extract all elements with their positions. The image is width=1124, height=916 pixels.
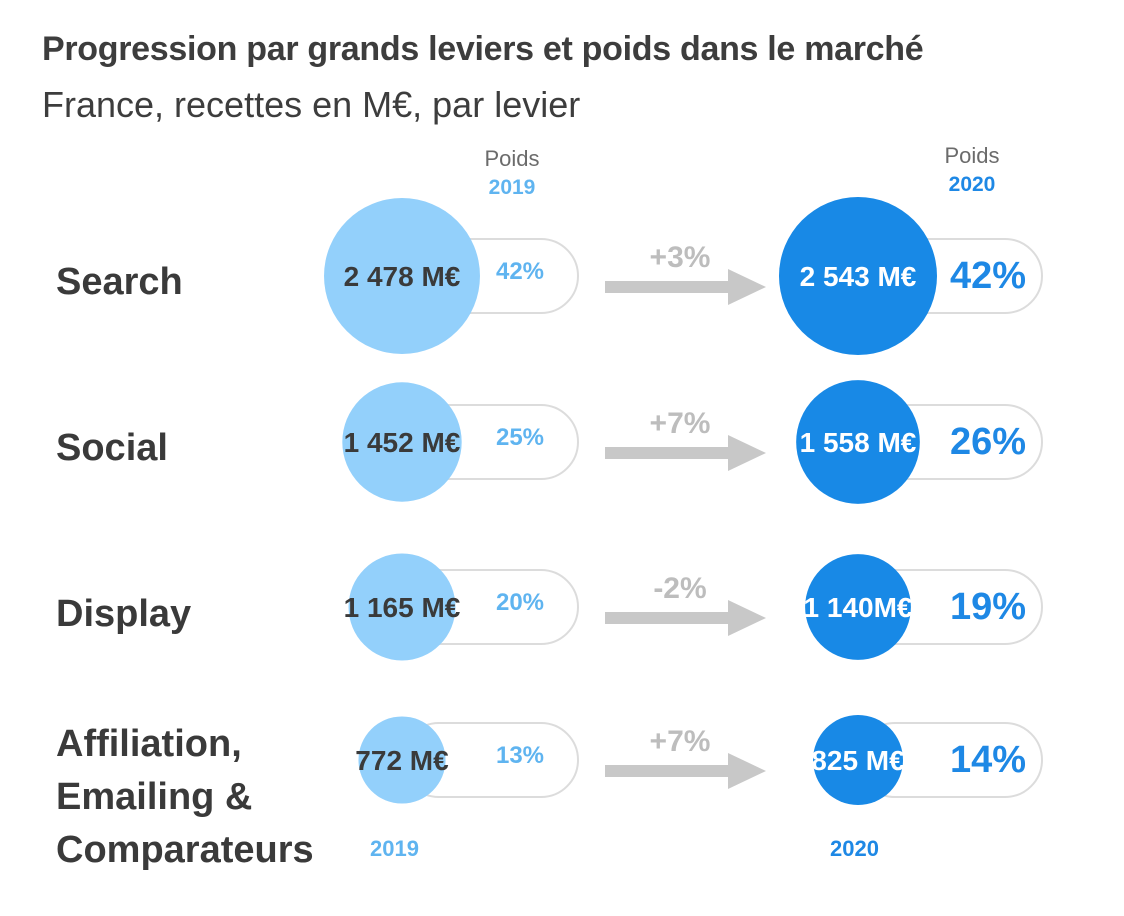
growth-arrow-shaft [605,281,733,293]
weight-label-2020: Poids [944,143,1000,168]
row-label: Affiliation, Emailing & Comparateurs [56,718,314,877]
weight-2020: 19% [950,586,1026,628]
weight-2019: 13% [496,742,544,769]
value-label-2020: 1 140M€ [804,592,913,623]
weight-2019: 20% [496,589,544,616]
bubble-2019 [358,716,446,804]
weight-2020: 42% [950,255,1026,297]
growth-arrow-head [728,600,766,636]
growth-label: +7% [650,407,711,440]
growth-label: -2% [653,572,706,605]
value-label-2019: 1 452 M€ [344,427,461,458]
growth-arrow-head [728,435,766,471]
bubble-2020 [779,197,937,355]
row-label-line: Affiliation, [56,723,242,765]
row-label-line: Emailing & [56,776,253,818]
value-label-2020: 2 543 M€ [800,261,917,292]
growth-arrow-head [728,269,766,305]
footer-year-2019: 2019 [370,836,419,861]
footer-year-2020: 2020 [830,836,879,861]
weight-label-2019: Poids [484,146,540,171]
header-2019: Poids 2019 [452,146,572,200]
row-label: Display [56,588,191,641]
chart-subtitle: France, recettes en M€, par levier [42,84,581,125]
row-label-line: Comparateurs [56,829,314,871]
bubble-2020 [805,554,911,660]
bubble-2019 [342,382,462,502]
bubble-2020 [813,715,903,805]
bubble-2019 [324,198,480,354]
growth-arrow-shaft [605,447,733,459]
row-label-line: Display [56,593,192,635]
year-label-2019: 2019 [488,176,536,199]
bubble-2020 [796,380,920,504]
growth-label: +7% [650,725,711,758]
weight-2019: 42% [496,258,544,285]
weight-2020: 26% [950,421,1026,463]
growth-arrow-shaft [605,612,733,624]
growth-arrow-shaft [605,765,733,777]
bubble-2019 [348,553,456,661]
value-label-2020: 825 M€ [811,745,905,776]
growth-arrow-head [728,753,766,789]
value-label-2020: 1 558 M€ [800,427,917,458]
value-label-2019: 2 478 M€ [344,261,461,292]
chart-title: Progression par grands leviers et poids … [42,30,924,68]
row-label-line: Search [56,261,183,303]
row-label: Search [56,256,183,309]
header-2020: Poids 2020 [912,143,1032,197]
row-label-line: Social [56,427,168,469]
row-label: Social [56,422,168,475]
value-label-2019: 772 M€ [355,745,449,776]
weight-2020: 14% [950,739,1026,781]
year-label-2020: 2020 [948,173,996,196]
value-label-2019: 1 165 M€ [344,592,461,623]
growth-label: +3% [650,241,711,274]
weight-2019: 25% [496,424,544,451]
